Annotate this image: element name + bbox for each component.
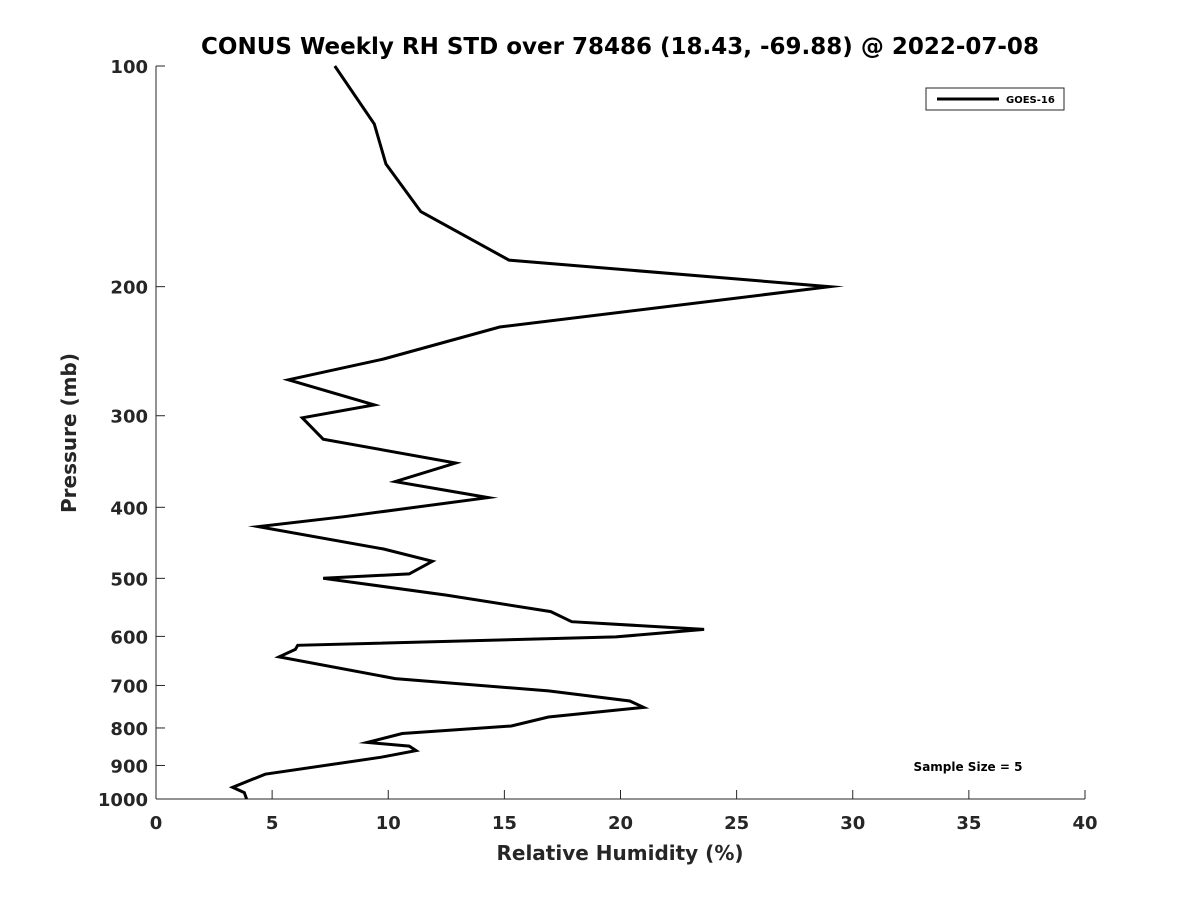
x-tick-label: 15: [492, 813, 517, 834]
x-tick-label: 0: [150, 813, 163, 834]
x-tick-label: 5: [266, 813, 279, 834]
y-tick-label: 900: [110, 756, 148, 777]
x-tick-label: 40: [1072, 813, 1097, 834]
sample-size-annotation: Sample Size = 5: [914, 760, 1023, 774]
y-tick-label: 300: [110, 407, 148, 428]
y-tick-label: 400: [110, 498, 148, 519]
legend-label: GOES-16: [1006, 95, 1055, 106]
y-tick-label: 500: [110, 569, 148, 590]
y-axis-label: Pressure (mb): [57, 353, 81, 513]
tick-layer: 0 5 10 15 20 25 30 35 40 100 200 300 400 500 600 700 800…: [98, 57, 1098, 834]
chart-title: CONUS Weekly RH STD over 78486 (18.43, -…: [201, 34, 1039, 60]
series-line: [228, 65, 845, 800]
y-tick-label: 200: [110, 278, 148, 299]
y-tick-label: 1000: [98, 790, 148, 811]
x-tick-label: 10: [376, 813, 401, 834]
x-axis-label: Relative Humidity (%): [496, 841, 743, 865]
x-tick-label: 25: [724, 813, 749, 834]
y-tick-label: 100: [110, 57, 148, 78]
y-tick-label: 700: [110, 676, 148, 697]
y-tick-label: 800: [110, 719, 148, 740]
series-layer: [228, 65, 845, 800]
x-tick-label: 30: [840, 813, 865, 834]
legend: GOES-16: [925, 87, 1065, 111]
x-tick-label: 35: [956, 813, 981, 834]
x-tick-label: 20: [608, 813, 633, 834]
y-tick-label: 600: [110, 627, 148, 648]
